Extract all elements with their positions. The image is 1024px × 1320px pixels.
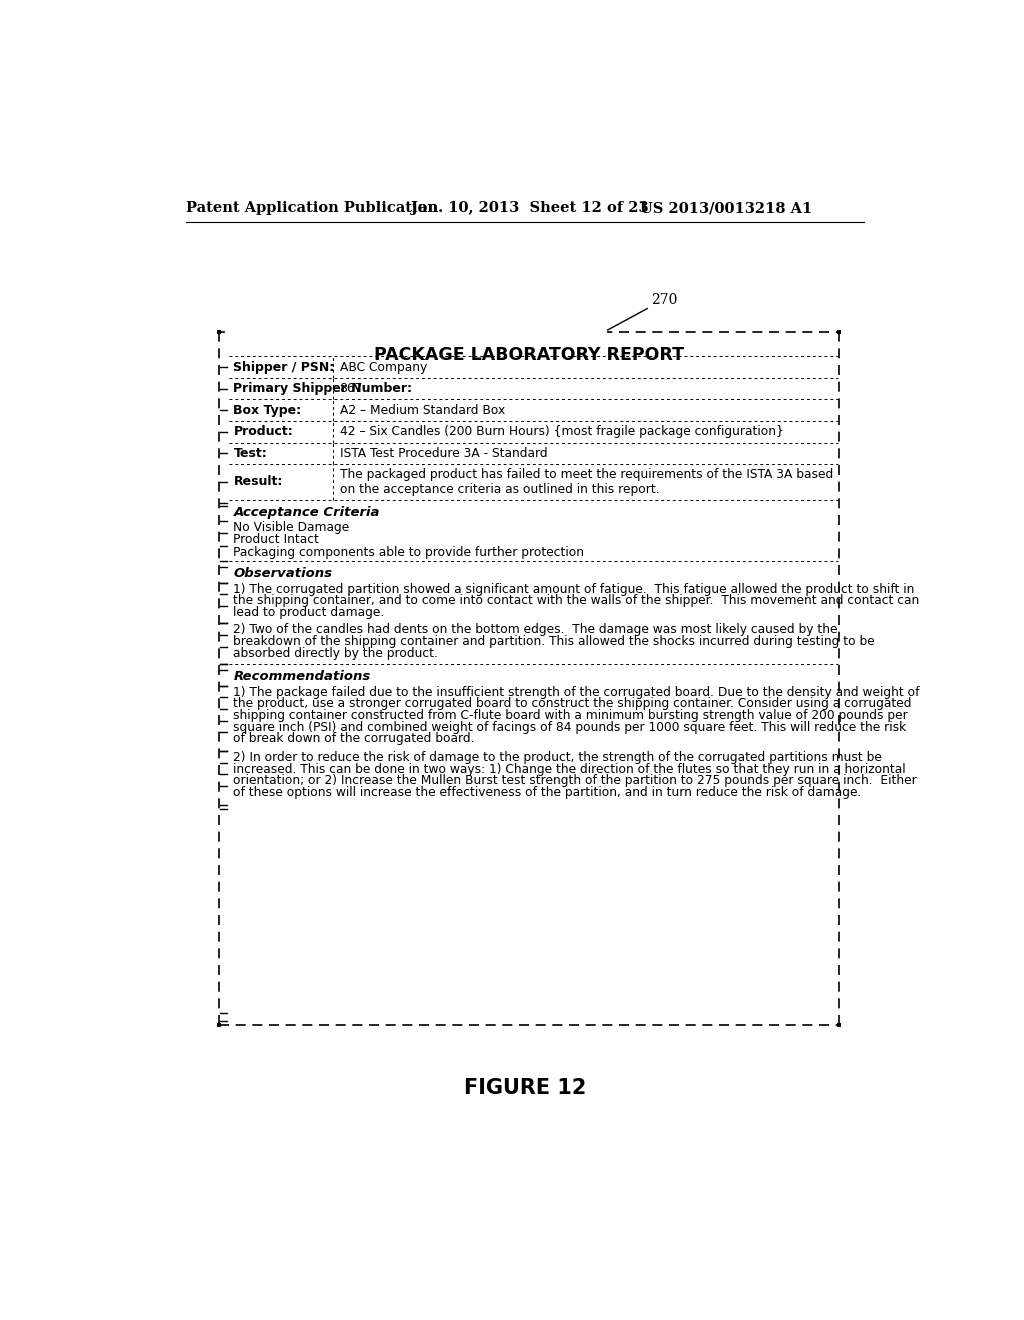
Text: lead to product damage.: lead to product damage.: [233, 606, 385, 619]
Text: 270: 270: [651, 293, 678, 308]
Text: shipping container constructed from C-flute board with a minimum bursting streng: shipping container constructed from C-fl…: [233, 709, 908, 722]
Text: Packaging components able to provide further protection: Packaging components able to provide fur…: [233, 545, 585, 558]
Text: FIGURE 12: FIGURE 12: [464, 1078, 586, 1098]
Text: A2 – Medium Standard Box: A2 – Medium Standard Box: [340, 404, 505, 417]
Text: Result:: Result:: [233, 475, 283, 488]
Text: on the acceptance criteria as outlined in this report.: on the acceptance criteria as outlined i…: [340, 483, 659, 496]
Text: 42 – Six Candles (200 Burn Hours) {most fragile package configuration}: 42 – Six Candles (200 Burn Hours) {most …: [340, 425, 783, 438]
Text: orientation; or 2) Increase the Mullen Burst test strength of the partition to 2: orientation; or 2) Increase the Mullen B…: [233, 775, 918, 788]
Text: the shipping container, and to come into contact with the walls of the shipper. : the shipping container, and to come into…: [233, 594, 920, 607]
Text: Recommendations: Recommendations: [233, 671, 371, 684]
Text: the product, use a stronger corrugated board to construct the shipping container: the product, use a stronger corrugated b…: [233, 697, 912, 710]
Text: square inch (PSI) and combined weight of facings of 84 pounds per 1000 square fe: square inch (PSI) and combined weight of…: [233, 721, 906, 734]
Text: Box Type:: Box Type:: [233, 404, 301, 417]
Text: of break down of the corrugated board.: of break down of the corrugated board.: [233, 733, 475, 744]
Text: Acceptance Criteria: Acceptance Criteria: [233, 506, 380, 519]
Text: 1) The corrugated partition showed a significant amount of fatigue.  This fatigu: 1) The corrugated partition showed a sig…: [233, 582, 914, 595]
Text: 2) In order to reduce the risk of damage to the product, the strength of the cor: 2) In order to reduce the risk of damage…: [233, 751, 883, 764]
Text: Shipper / PSN:: Shipper / PSN:: [233, 360, 335, 374]
Text: 867: 867: [340, 381, 362, 395]
Text: Observations: Observations: [233, 568, 333, 581]
Text: 1) The package failed due to the insufficient strength of the corrugated board. : 1) The package failed due to the insuffi…: [233, 686, 920, 698]
Text: Patent Application Publication: Patent Application Publication: [186, 202, 438, 215]
Text: increased. This can be done in two ways: 1) Change the direction of the flutes s: increased. This can be done in two ways:…: [233, 763, 906, 776]
Text: The packaged product has failed to meet the requirements of the ISTA 3A based: The packaged product has failed to meet …: [340, 467, 833, 480]
Text: 2) Two of the candles had dents on the bottom edges.  The damage was most likely: 2) Two of the candles had dents on the b…: [233, 623, 838, 636]
Text: Test:: Test:: [233, 446, 267, 459]
Text: ABC Company: ABC Company: [340, 360, 427, 374]
Text: Product Intact: Product Intact: [233, 533, 319, 546]
Text: breakdown of the shipping container and partition. This allowed the shocks incur: breakdown of the shipping container and …: [233, 635, 876, 648]
Text: PACKAGE LABORATORY REPORT: PACKAGE LABORATORY REPORT: [375, 346, 684, 363]
Text: US 2013/0013218 A1: US 2013/0013218 A1: [640, 202, 812, 215]
Text: absorbed directly by the product.: absorbed directly by the product.: [233, 647, 438, 660]
Text: Jan. 10, 2013  Sheet 12 of 23: Jan. 10, 2013 Sheet 12 of 23: [411, 202, 648, 215]
Text: ISTA Test Procedure 3A - Standard: ISTA Test Procedure 3A - Standard: [340, 446, 547, 459]
Text: Product:: Product:: [233, 425, 293, 438]
Text: No Visible Damage: No Visible Damage: [233, 521, 349, 535]
Text: of these options will increase the effectiveness of the partition, and in turn r: of these options will increase the effec…: [233, 785, 862, 799]
Text: Primary Shipper Number:: Primary Shipper Number:: [233, 381, 413, 395]
